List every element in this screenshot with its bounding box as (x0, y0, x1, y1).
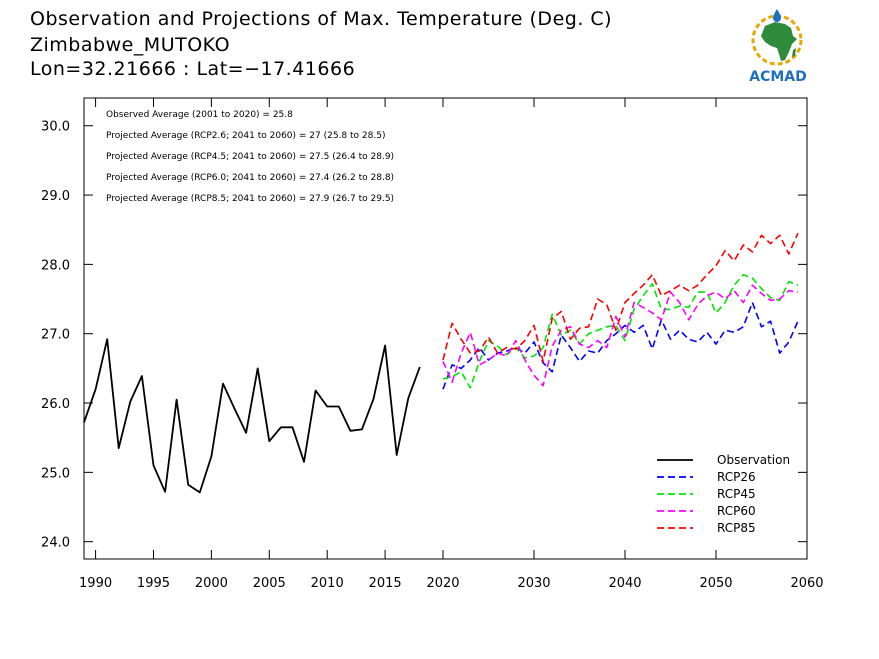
legend-label: RCP60 (717, 504, 756, 518)
water-drop-icon (773, 9, 781, 22)
legend: Observation RCP26 RCP45 RCP60 RCP85 (657, 453, 790, 535)
x-tick-label: 2040 (608, 576, 641, 591)
summary-note: Observed Average (2001 to 2020) = 25.8 (106, 110, 293, 120)
series-line-observation (83, 338, 421, 494)
series-layer (83, 232, 799, 494)
summary-note: Projected Average (RCP2.6; 2041 to 2060)… (106, 131, 385, 141)
summary-note: Projected Average (RCP6.0; 2041 to 2060)… (106, 173, 394, 183)
station-name: Zimbabwe_MUTOKO (30, 34, 231, 56)
plot-frame (83, 97, 808, 560)
y-tick-label: 24.0 (41, 536, 70, 551)
x-tick-label: 2060 (790, 576, 823, 591)
logo-text: ACMAD (749, 69, 807, 85)
y-tick-label: 28.0 (41, 258, 70, 273)
summary-note: Projected Average (RCP4.5; 2041 to 2060)… (106, 152, 394, 162)
x-tick-label: 2020 (426, 576, 459, 591)
x-tick-label: 1995 (137, 576, 170, 591)
x-tick-label: 2030 (517, 576, 550, 591)
station-coordinates: Lon=32.21666 : Lat=−17.41666 (30, 58, 356, 80)
series-line-rcp26 (442, 301, 799, 390)
y-tick-label: 29.0 (41, 189, 70, 204)
series-line-rcp45 (442, 273, 799, 389)
madagascar-icon (792, 48, 796, 57)
y-tick-label: 30.0 (41, 120, 70, 135)
axes: 24.0 25.0 26.0 27.0 28.0 29.0 30.0 1990 1995 2000… (41, 98, 824, 591)
africa-icon (761, 22, 797, 61)
x-tick-label: 2010 (311, 576, 344, 591)
series-line-rcp85 (442, 232, 799, 363)
x-tick-label: 2015 (369, 576, 402, 591)
summary-notes: Observed Average (2001 to 2020) = 25.8 Pr… (106, 110, 394, 204)
x-tick-label: 2050 (699, 576, 732, 591)
x-tick-label: 2005 (253, 576, 286, 591)
legend-label: RCP45 (717, 487, 756, 501)
y-tick-label: 27.0 (41, 328, 70, 343)
summary-note: Projected Average (RCP8.5; 2041 to 2060)… (106, 194, 394, 204)
series-line-rcp60 (442, 284, 799, 387)
chart-title: Observation and Projections of Max. Temp… (30, 8, 613, 30)
legend-label: RCP26 (717, 470, 756, 484)
acmad-logo: ACMAD (749, 9, 807, 85)
y-tick-label: 26.0 (41, 397, 70, 412)
y-tick-label: 25.0 (41, 466, 70, 481)
legend-label: Observation (717, 453, 790, 467)
x-tick-label: 2000 (195, 576, 228, 591)
x-tick-label: 1990 (79, 576, 112, 591)
legend-label: RCP85 (717, 521, 756, 535)
